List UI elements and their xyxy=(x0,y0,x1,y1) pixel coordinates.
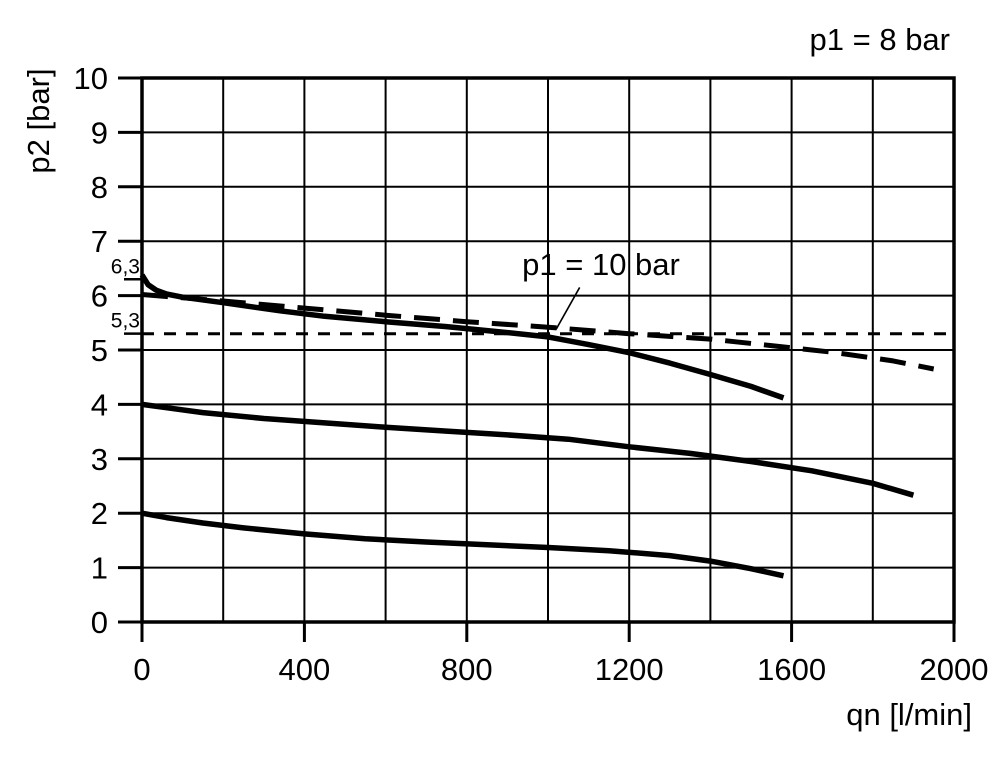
y-subtick-label: 6,3 xyxy=(111,255,140,278)
x-tick-label: 1200 xyxy=(595,652,664,687)
y-tick-label: 7 xyxy=(91,224,108,259)
curve-solid xyxy=(141,510,785,579)
y-tick-label: 9 xyxy=(91,115,108,150)
chart-title-p1-8bar: p1 = 8 bar xyxy=(809,22,950,57)
curve-label-p1-10bar: p1 = 10 bar xyxy=(522,247,680,282)
y-tick-label: 2 xyxy=(91,496,108,531)
curve-solid xyxy=(139,273,785,401)
curve-solid xyxy=(141,401,915,498)
y-tick-label: 0 xyxy=(91,605,108,640)
x-tick-label: 0 xyxy=(133,652,150,687)
annotation-leader-line xyxy=(555,287,581,330)
x-tick-label: 800 xyxy=(441,652,493,687)
x-tick-label: 2000 xyxy=(920,652,989,687)
y-tick-label: 1 xyxy=(91,551,108,586)
y-tick-label: 8 xyxy=(91,170,108,205)
x-axis-title: qn [l/min] xyxy=(846,697,972,732)
x-tick-label: 1600 xyxy=(757,652,826,687)
y-tick-label: 6 xyxy=(91,279,108,314)
curve-long-dash xyxy=(141,292,935,372)
y-subtick-label: 5,3 xyxy=(111,310,140,333)
y-tick-label: 3 xyxy=(91,442,108,477)
y-tick-label: 10 xyxy=(74,61,108,96)
y-tick-label: 4 xyxy=(91,387,108,422)
y-axis-title: p2 [bar] xyxy=(21,68,56,174)
y-tick-label: 5 xyxy=(91,333,108,368)
x-tick-label: 400 xyxy=(279,652,331,687)
